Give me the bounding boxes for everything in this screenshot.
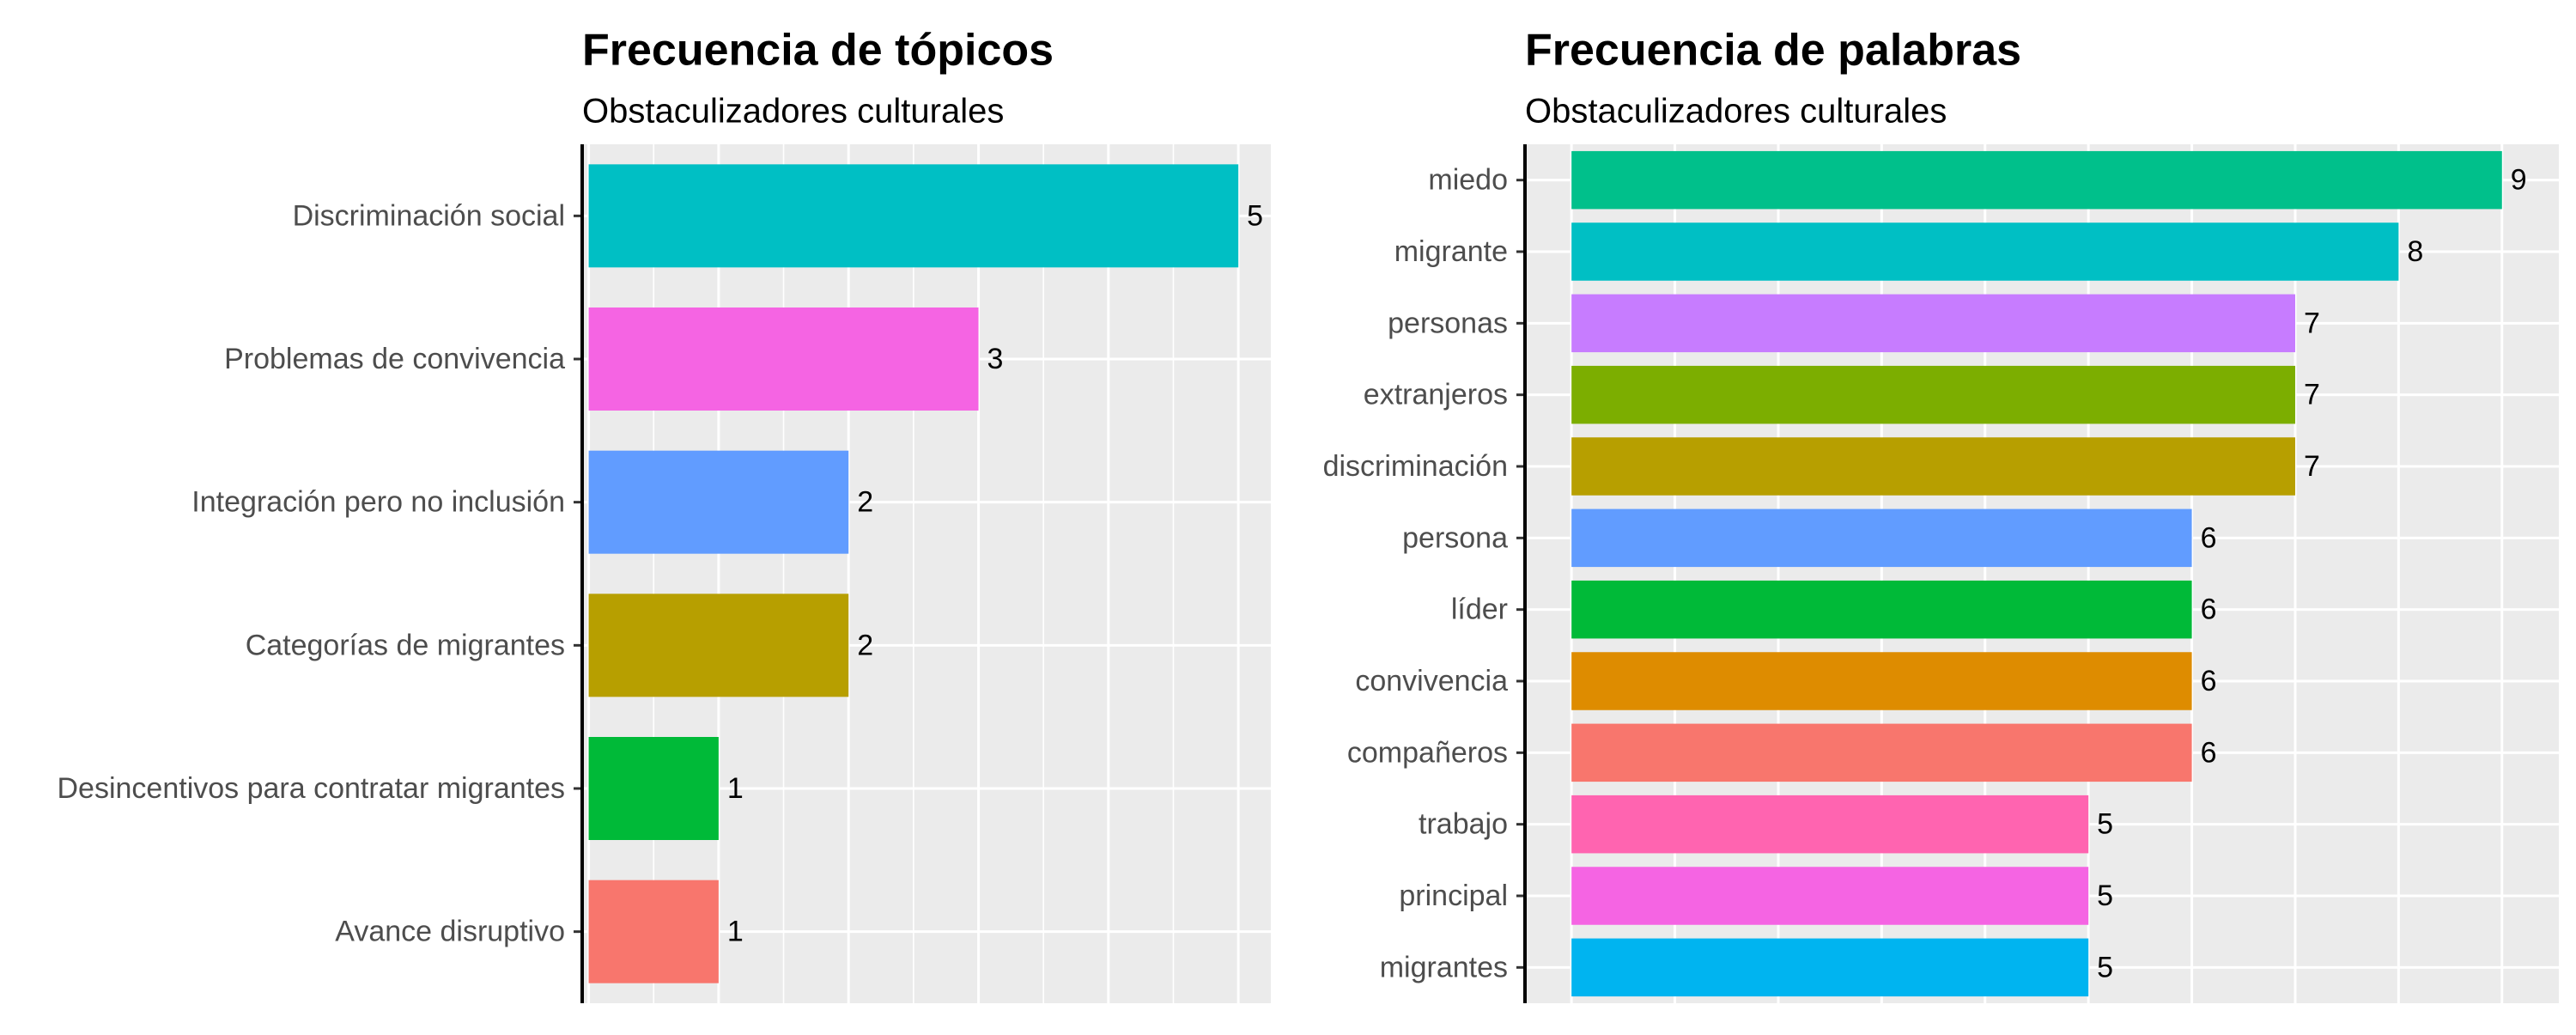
category-label-1: miedo — [1428, 164, 1508, 197]
category-label-4: extranjeros — [1364, 379, 1508, 411]
chart-subtitle: Obstaculizadores culturales — [582, 93, 1004, 131]
chart-title: Frecuencia de palabras — [1525, 26, 2021, 76]
chart-subtitle: Obstaculizadores culturales — [1525, 93, 1947, 131]
bar-6 — [1571, 508, 2192, 568]
data-label-8: 6 — [2201, 665, 2217, 697]
panel-background — [1525, 144, 2559, 1003]
bar-10 — [1571, 795, 2089, 854]
bar-9 — [1571, 723, 2192, 782]
data-label-6: 1 — [727, 916, 744, 948]
panel-background — [582, 144, 1271, 1003]
bar-12 — [1571, 938, 2089, 997]
data-label-4: 2 — [857, 629, 873, 661]
bar-5 — [1571, 437, 2295, 496]
data-label-5: 7 — [2304, 450, 2320, 483]
bar-4 — [1571, 365, 2295, 424]
data-label-3: 7 — [2304, 307, 2320, 339]
bar-2 — [1571, 222, 2399, 281]
bar-5 — [588, 737, 719, 840]
data-label-12: 5 — [2097, 951, 2113, 983]
bar-4 — [588, 594, 849, 697]
category-label-3: Integración pero no inclusión — [191, 486, 565, 519]
data-label-10: 5 — [2097, 808, 2113, 841]
category-label-11: principal — [1399, 880, 1508, 912]
bar-11 — [1571, 867, 2089, 925]
chart-panel-1: 5 Discriminación social 3 Problemas de conv… — [58, 26, 1271, 1003]
bar-7 — [1571, 580, 2192, 639]
category-label-9: compañeros — [1347, 736, 1508, 769]
category-label-6: persona — [1402, 521, 1508, 554]
data-label-1: 9 — [2511, 164, 2527, 197]
data-label-1: 5 — [1247, 199, 1263, 232]
data-label-4: 7 — [2304, 379, 2320, 411]
bar-6 — [588, 880, 719, 983]
data-label-5: 1 — [727, 772, 744, 805]
bar-1 — [1571, 150, 2502, 210]
category-label-4: Categorías de migrantes — [246, 629, 565, 661]
category-label-10: trabajo — [1419, 808, 1508, 841]
category-label-2: Problemas de convivencia — [224, 343, 565, 375]
bar-3 — [1571, 294, 2295, 353]
bar-8 — [1571, 652, 2192, 710]
bar-2 — [588, 307, 979, 411]
category-label-5: Desincentivos para contratar migrantes — [58, 772, 566, 805]
data-label-11: 5 — [2097, 880, 2113, 912]
chart-title: Frecuencia de tópicos — [582, 26, 1054, 76]
category-label-6: Avance disruptivo — [335, 916, 565, 948]
bar-1 — [588, 164, 1239, 268]
category-label-1: Discriminación social — [293, 199, 565, 232]
data-label-2: 3 — [987, 343, 1004, 375]
category-label-2: migrante — [1394, 235, 1508, 268]
data-label-6: 6 — [2201, 521, 2217, 554]
bar-3 — [588, 450, 849, 554]
category-label-8: convivencia — [1355, 665, 1508, 697]
data-label-7: 6 — [2201, 594, 2217, 626]
category-label-12: migrantes — [1380, 951, 1508, 983]
category-label-3: personas — [1388, 307, 1508, 339]
data-label-9: 6 — [2201, 736, 2217, 769]
chart-panel-2: 9 miedo 8 migrante 7 personas 7 extranjeros 7 dis… — [1323, 26, 2559, 1003]
data-label-3: 2 — [857, 486, 873, 519]
category-label-5: discriminación — [1323, 450, 1508, 483]
data-label-2: 8 — [2407, 235, 2423, 268]
category-label-7: líder — [1451, 594, 1508, 626]
